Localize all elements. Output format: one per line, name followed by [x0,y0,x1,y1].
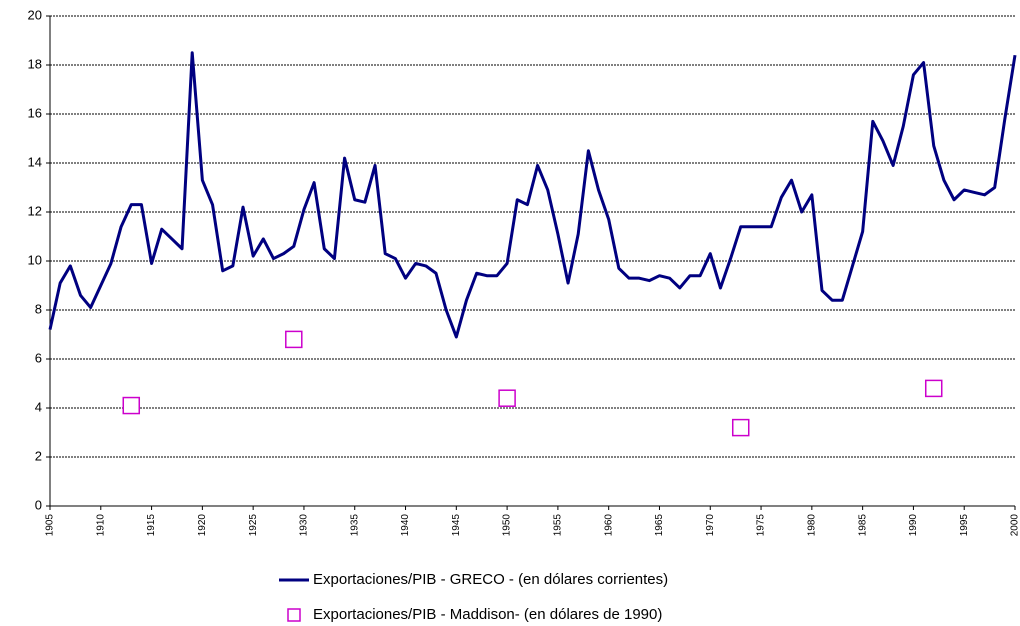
x-tick-label: 1945 [451,514,462,537]
y-tick-label: 0 [35,497,42,512]
marker [122,396,141,415]
y-tick-label: 10 [28,252,42,267]
x-tick-label: 1960 [603,514,614,537]
marker [731,418,750,437]
legend-label: Exportaciones/PIB - GRECO - (en dólares … [313,571,668,588]
y-tick-label: 20 [28,7,42,22]
y-tick-label: 14 [28,154,42,169]
x-tick-label: 1930 [299,514,310,537]
y-tick-label: 8 [35,301,42,316]
x-tick-label: 1955 [553,514,564,537]
x-tick-label: 1935 [349,514,360,537]
y-tick-label: 16 [28,105,42,120]
marker [285,330,303,349]
marker [924,379,943,398]
marker [498,389,516,407]
x-tick-label: 2000 [1010,514,1020,537]
x-tick-label: 1915 [146,514,157,537]
x-tick-label: 1980 [806,514,817,537]
x-tick-label: 1940 [400,514,411,537]
data-line [48,51,1017,339]
x-tick-label: 1925 [248,514,259,537]
x-tick-label: 1985 [857,514,868,537]
y-tick-label: 6 [35,350,42,365]
legend-swatch [287,608,301,622]
y-tick-label: 2 [35,448,42,463]
y-tick-label: 18 [28,56,42,71]
x-tick-label: 1920 [197,514,208,537]
x-tick-label: 1905 [45,514,56,537]
x-tick-label: 1995 [959,514,970,537]
x-tick-label: 1910 [95,514,106,537]
y-tick-label: 4 [35,399,42,414]
x-tick-label: 1990 [908,514,919,537]
x-tick-label: 1970 [705,514,716,537]
y-tick-label: 12 [28,203,42,218]
x-tick-label: 1950 [502,514,513,537]
legend-label: Exportaciones/PIB - Maddison- (en dólare… [313,606,662,623]
x-tick-label: 1975 [756,514,767,537]
x-tick-label: 1965 [654,514,665,537]
